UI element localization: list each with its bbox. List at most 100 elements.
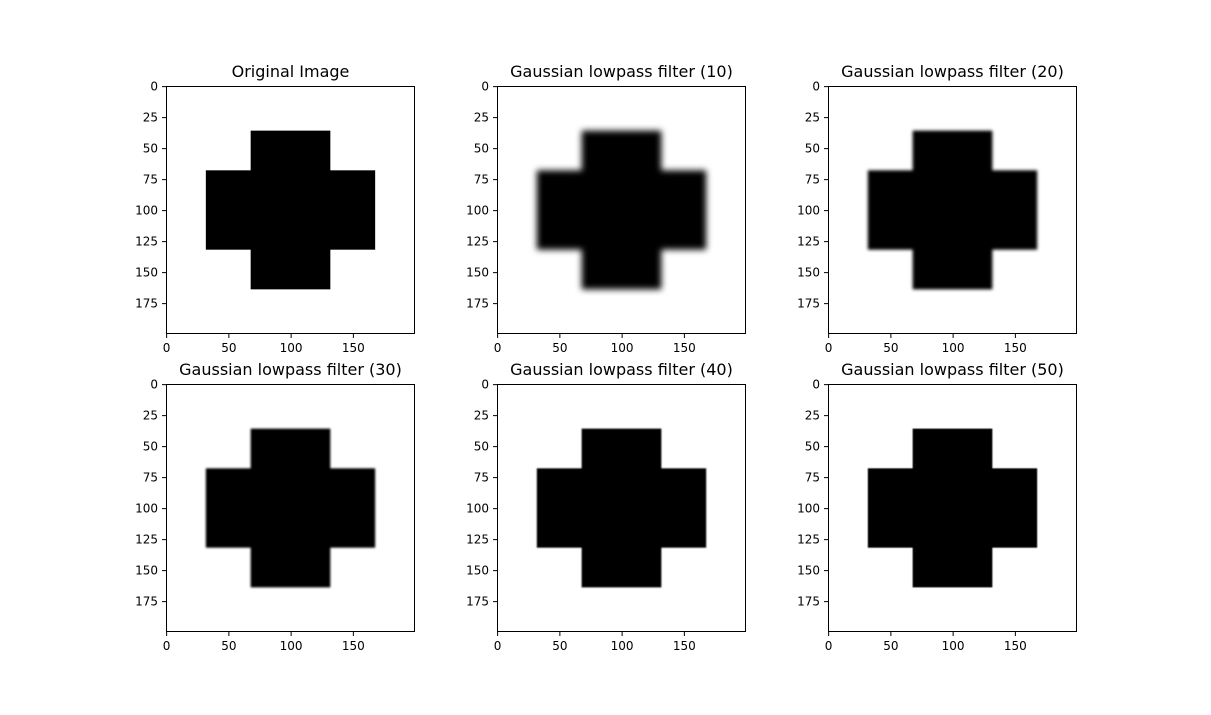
axes-frame — [828, 384, 1077, 632]
x-tick-label: 100 — [942, 341, 965, 355]
y-tick-label: 150 — [466, 564, 489, 578]
x-tick-label: 150 — [1004, 639, 1027, 653]
y-tick-label: 125 — [797, 235, 820, 249]
y-tick-label: 0 — [150, 80, 158, 94]
y-tick-label: 25 — [805, 409, 820, 423]
y-tick-label: 50 — [805, 142, 820, 156]
axes-frame — [166, 384, 415, 632]
y-tick-label: 25 — [474, 409, 489, 423]
subplot-title: Gaussian lowpass filter (20) — [841, 62, 1064, 81]
cross-vertical-bar — [250, 130, 331, 290]
y-tick-label: 150 — [797, 266, 820, 280]
y-tick-label: 175 — [797, 297, 820, 311]
subplot-4: Gaussian lowpass filter (30) 0 50 100 150 0 25… — [135, 360, 415, 653]
cross-shape — [867, 130, 1038, 290]
cross-shape — [867, 428, 1038, 588]
cross-vertical-bar — [912, 428, 993, 588]
y-tick-label: 125 — [797, 533, 820, 547]
y-tick-label: 75 — [805, 471, 820, 485]
y-tick-label: 25 — [805, 111, 820, 125]
subplot-title: Gaussian lowpass filter (30) — [179, 360, 402, 379]
y-tick-label: 50 — [474, 142, 489, 156]
x-tick-label: 50 — [883, 341, 898, 355]
y-tick-label: 25 — [474, 111, 489, 125]
subplot-5: Gaussian lowpass filter (40) 0 50 100 150 0 25… — [466, 360, 746, 653]
cross-vertical-bar — [581, 428, 662, 588]
y-tick-label: 175 — [135, 297, 158, 311]
subplot-2: Gaussian lowpass filter (10) 0 50 100 150 0 25… — [466, 62, 746, 355]
y-tick-label: 100 — [135, 204, 158, 218]
y-tick-label: 75 — [474, 173, 489, 187]
y-tick-label: 100 — [466, 204, 489, 218]
y-tick-label: 150 — [797, 564, 820, 578]
y-tick-label: 50 — [474, 440, 489, 454]
x-tick-label: 150 — [342, 639, 365, 653]
x-tick-label: 150 — [673, 639, 696, 653]
x-tick-label: 50 — [883, 639, 898, 653]
y-tick-label: 100 — [797, 204, 820, 218]
y-tick-label: 50 — [143, 142, 158, 156]
y-tick-label: 0 — [812, 80, 820, 94]
x-tick-label: 0 — [825, 341, 833, 355]
x-tick-label: 0 — [163, 639, 171, 653]
cross-shape — [536, 428, 707, 588]
cross-vertical-bar — [912, 130, 993, 290]
y-tick-label: 75 — [805, 173, 820, 187]
x-tick-label: 100 — [942, 639, 965, 653]
x-tick-label: 50 — [221, 639, 236, 653]
y-tick-label: 175 — [466, 297, 489, 311]
y-tick-label: 0 — [481, 378, 489, 392]
subplot-title: Gaussian lowpass filter (50) — [841, 360, 1064, 379]
x-tick-label: 0 — [494, 341, 502, 355]
axes-frame — [497, 86, 746, 334]
y-tick-label: 175 — [797, 595, 820, 609]
x-tick-label: 100 — [280, 341, 303, 355]
y-tick-label: 150 — [135, 266, 158, 280]
y-tick-label: 175 — [466, 595, 489, 609]
cross-shape — [205, 130, 376, 290]
x-tick-label: 0 — [494, 639, 502, 653]
cross-shape — [536, 130, 707, 290]
x-tick-label: 50 — [221, 341, 236, 355]
y-tick-label: 50 — [805, 440, 820, 454]
y-tick-label: 25 — [143, 409, 158, 423]
x-tick-label: 100 — [611, 341, 634, 355]
y-tick-label: 0 — [481, 80, 489, 94]
y-tick-label: 100 — [797, 502, 820, 516]
subplot-3: Gaussian lowpass filter (20) 0 50 100 150 0 25… — [797, 62, 1077, 355]
y-tick-label: 75 — [474, 471, 489, 485]
x-tick-label: 50 — [552, 639, 567, 653]
x-tick-label: 0 — [163, 341, 171, 355]
subplot-1: Original Image 0 50 100 150 0 25 50 75 100 125 150 1… — [135, 62, 415, 355]
cross-shape — [205, 428, 376, 588]
y-tick-label: 25 — [143, 111, 158, 125]
y-tick-label: 125 — [466, 533, 489, 547]
y-tick-label: 0 — [150, 378, 158, 392]
subplot-title: Gaussian lowpass filter (10) — [510, 62, 733, 81]
x-tick-label: 100 — [280, 639, 303, 653]
axes-frame — [828, 86, 1077, 334]
y-tick-label: 50 — [143, 440, 158, 454]
subplot-title: Original Image — [232, 62, 350, 81]
x-tick-label: 150 — [673, 341, 696, 355]
axes-frame — [497, 384, 746, 632]
cross-vertical-bar — [250, 428, 331, 588]
y-tick-label: 75 — [143, 471, 158, 485]
subplot-6: Gaussian lowpass filter (50) 0 50 100 150 0 25… — [797, 360, 1077, 653]
y-tick-label: 100 — [135, 502, 158, 516]
x-tick-label: 100 — [611, 639, 634, 653]
x-tick-label: 50 — [552, 341, 567, 355]
y-tick-label: 150 — [466, 266, 489, 280]
y-tick-label: 75 — [143, 173, 158, 187]
y-tick-label: 125 — [135, 235, 158, 249]
y-tick-label: 125 — [466, 235, 489, 249]
y-tick-label: 100 — [466, 502, 489, 516]
y-tick-label: 0 — [812, 378, 820, 392]
subplot-title: Gaussian lowpass filter (40) — [510, 360, 733, 379]
cross-vertical-bar — [581, 130, 662, 290]
x-tick-label: 150 — [342, 341, 365, 355]
y-tick-label: 125 — [135, 533, 158, 547]
axes-frame — [166, 86, 415, 334]
